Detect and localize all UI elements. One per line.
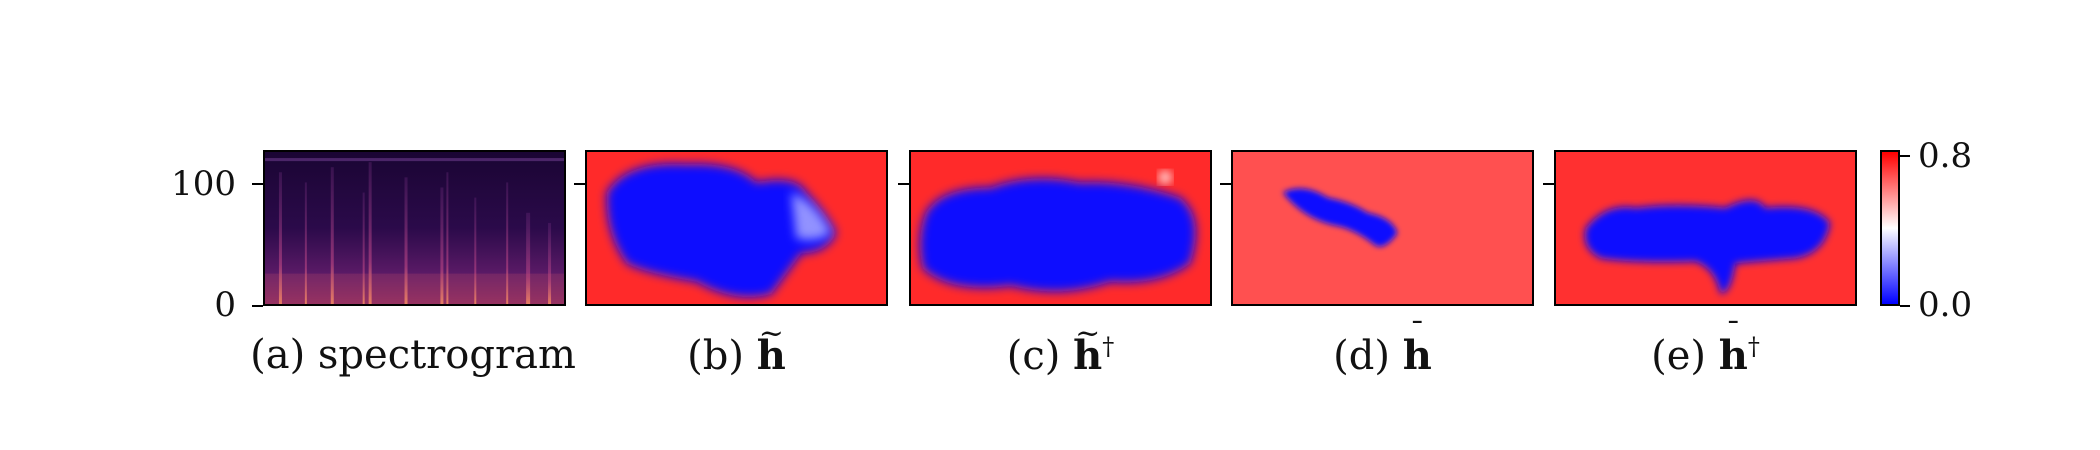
spectrogram-image xyxy=(265,152,564,304)
heatmap-panel-b xyxy=(585,150,888,306)
colorbar-gradient xyxy=(1882,152,1898,304)
colorbar-tick-min xyxy=(1900,305,1910,307)
colorbar-max-label: 0.8 xyxy=(1918,136,1973,176)
caption-a: (a) spectrogram xyxy=(238,332,588,378)
caption-c-dagger: † xyxy=(1102,332,1115,361)
caption-d-accent: ¯ xyxy=(1409,316,1425,352)
caption-b-prefix: (b) xyxy=(687,333,744,379)
caption-e: (e) ¯ h† xyxy=(1554,316,1857,379)
caption-d: (d) ¯ h xyxy=(1231,316,1534,379)
colorbar xyxy=(1880,150,1900,306)
caption-e-accent: ¯ xyxy=(1725,316,1741,352)
mask-heatmap-d xyxy=(1233,152,1532,304)
caption-d-letter: h xyxy=(1402,332,1432,379)
caption-d-symbol: ¯ h xyxy=(1402,316,1432,379)
caption-d-prefix: (d) xyxy=(1333,333,1390,379)
panel-c-tick xyxy=(898,183,909,185)
caption-c-prefix: (c) xyxy=(1006,333,1061,379)
y-tick-mark-100 xyxy=(252,183,263,185)
caption-a-label: spectrogram xyxy=(317,332,576,378)
caption-e-prefix: (e) xyxy=(1651,333,1707,379)
colorbar-tick-max xyxy=(1900,155,1910,157)
spectrogram-panel xyxy=(263,150,566,306)
mask-heatmap-b xyxy=(587,152,886,304)
panel-e-tick xyxy=(1543,183,1554,185)
mask-heatmap-e xyxy=(1556,152,1855,304)
caption-a-prefix: (a) xyxy=(250,332,306,378)
caption-b-accent: ~ xyxy=(758,316,784,352)
heatmap-panel-c xyxy=(909,150,1212,306)
caption-e-symbol: ¯ h xyxy=(1718,316,1748,379)
caption-b: (b) ~ h xyxy=(585,316,888,379)
panel-b-tick xyxy=(574,183,585,185)
caption-c: (c) ~ h† xyxy=(909,316,1212,379)
caption-c-symbol: ~ h xyxy=(1073,316,1103,379)
colorbar-min-label: 0.0 xyxy=(1918,285,1973,325)
panel-d-tick xyxy=(1220,183,1231,185)
heatmap-panel-e xyxy=(1554,150,1857,306)
caption-b-letter: h xyxy=(756,332,786,379)
y-tick-0: 0 xyxy=(214,285,236,325)
y-tick-100: 100 xyxy=(171,164,236,204)
y-tick-mark-0 xyxy=(252,305,263,307)
caption-c-accent: ~ xyxy=(1075,316,1101,352)
caption-c-letter: h xyxy=(1073,332,1103,379)
heatmap-panel-d xyxy=(1231,150,1534,306)
caption-b-symbol: ~ h xyxy=(756,316,786,379)
caption-e-letter: h xyxy=(1718,332,1748,379)
mask-heatmap-c xyxy=(911,152,1210,304)
caption-e-dagger: † xyxy=(1747,332,1760,361)
